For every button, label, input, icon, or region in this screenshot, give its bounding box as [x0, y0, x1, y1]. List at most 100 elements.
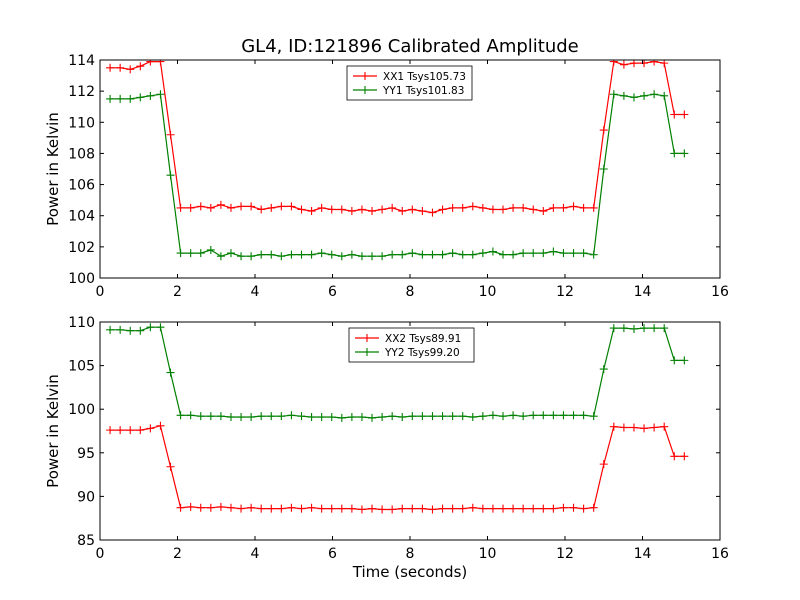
data-point-1-2-58 [680, 149, 689, 158]
data-point-1-1-13 [226, 203, 235, 212]
series-line-1-1 [110, 60, 685, 214]
data-point-1-1-46 [559, 203, 568, 212]
data-point-1-1-14 [237, 202, 246, 211]
data-point-1-1-20 [297, 205, 306, 214]
data-point-1-2-12 [216, 252, 225, 261]
data-point-1-1-32 [418, 207, 427, 216]
data-point-2-2-29 [388, 412, 397, 421]
data-point-1-1-45 [549, 203, 558, 212]
data-point-2-2-53 [629, 324, 638, 333]
x-tick-label-1-9: 16 [711, 284, 729, 300]
data-point-1-1-30 [398, 207, 407, 216]
data-point-1-2-5 [146, 91, 155, 100]
y-tick-label-1-6: 110 [68, 115, 95, 131]
data-point-1-2-27 [368, 252, 377, 261]
data-point-2-1-37 [468, 503, 477, 512]
data-point-2-2-50 [599, 365, 608, 374]
x-tick-label-1-7: 12 [556, 284, 574, 300]
x-tick-label-2-9: 16 [711, 546, 729, 562]
data-point-1-2-19 [287, 250, 296, 259]
data-point-2-1-4 [136, 426, 145, 435]
data-point-2-1-17 [267, 504, 276, 513]
data-point-1-1-1 [106, 63, 115, 72]
data-point-2-2-9 [186, 411, 195, 420]
data-point-1-2-14 [237, 252, 246, 261]
data-point-1-2-33 [428, 250, 437, 259]
series-line-2-2 [110, 326, 685, 419]
data-point-1-2-23 [327, 250, 336, 259]
data-point-2-1-23 [327, 504, 336, 513]
legend-marker-1-1 [361, 72, 369, 80]
data-point-2-2-37 [468, 413, 477, 422]
data-point-1-1-26 [357, 205, 366, 214]
plot-area-2 [106, 323, 689, 514]
data-point-2-2-56 [660, 324, 669, 333]
data-point-1-2-47 [569, 249, 578, 258]
data-point-2-2-43 [529, 411, 538, 420]
data-point-1-2-26 [357, 252, 366, 261]
data-point-2-1-57 [670, 452, 679, 461]
data-point-1-2-10 [196, 249, 205, 258]
data-point-1-2-32 [418, 250, 427, 259]
data-point-1-1-15 [247, 202, 256, 211]
data-point-2-1-44 [539, 504, 548, 513]
data-point-2-1-58 [680, 452, 689, 461]
data-point-1-1-6 [156, 60, 165, 66]
data-point-1-2-35 [448, 249, 457, 258]
data-point-1-1-5 [146, 60, 155, 66]
x-tick-label-1-3: 4 [251, 284, 260, 300]
data-point-1-1-17 [267, 203, 276, 212]
x-tick-label-2-3: 4 [251, 546, 260, 562]
data-point-1-1-12 [216, 200, 225, 209]
data-point-1-2-43 [529, 249, 538, 258]
data-point-2-2-6 [156, 323, 165, 332]
data-point-1-1-11 [206, 203, 215, 212]
data-point-1-1-37 [468, 202, 477, 211]
data-point-2-1-25 [347, 504, 356, 513]
x-tick-label-1-1: 0 [96, 284, 105, 300]
data-point-1-2-44 [539, 249, 548, 258]
data-point-2-2-30 [398, 413, 407, 422]
x-tick-label-1-4: 6 [328, 284, 337, 300]
data-point-1-1-57 [670, 110, 679, 119]
data-point-1-2-52 [619, 91, 628, 100]
data-point-2-2-51 [609, 324, 618, 333]
data-point-2-2-22 [317, 413, 326, 422]
data-point-1-1-42 [519, 203, 528, 212]
y-tick-label-2-5: 105 [68, 359, 95, 375]
y-tick-label-1-3: 104 [68, 209, 95, 225]
data-point-1-2-36 [458, 250, 467, 259]
data-point-2-1-38 [478, 504, 487, 513]
data-point-2-1-18 [277, 504, 286, 513]
data-point-2-1-55 [650, 423, 659, 432]
data-point-1-2-21 [307, 250, 316, 259]
data-point-1-2-56 [660, 91, 669, 100]
data-point-1-1-3 [126, 65, 135, 74]
data-point-1-1-18 [277, 202, 286, 211]
data-point-2-2-5 [146, 323, 155, 332]
data-point-2-2-10 [196, 412, 205, 421]
data-point-1-1-36 [458, 203, 467, 212]
data-point-1-1-2 [116, 63, 125, 72]
data-point-2-2-25 [347, 413, 356, 422]
x-tick-label-1-5: 8 [406, 284, 415, 300]
data-point-1-2-1 [106, 94, 115, 103]
legend-marker-2-2 [363, 348, 371, 356]
data-point-2-2-8 [176, 411, 185, 420]
x-axis-label-2: Time (seconds) [352, 563, 468, 581]
data-point-2-1-2 [116, 426, 125, 435]
data-point-1-2-11 [206, 245, 215, 254]
data-point-1-1-44 [539, 207, 548, 216]
y-tick-label-1-5: 108 [68, 146, 95, 162]
data-point-2-1-3 [126, 426, 135, 435]
data-point-1-2-45 [549, 247, 558, 256]
data-point-2-2-27 [368, 413, 377, 422]
data-point-2-2-23 [327, 413, 336, 422]
data-point-2-1-28 [378, 505, 387, 514]
data-point-1-1-40 [499, 205, 507, 214]
x-tick-label-1-8: 14 [634, 284, 652, 300]
x-tick-label-2-8: 14 [634, 546, 652, 562]
data-point-1-1-9 [186, 203, 195, 212]
data-point-1-2-7 [166, 171, 175, 180]
data-point-1-1-51 [609, 60, 618, 66]
